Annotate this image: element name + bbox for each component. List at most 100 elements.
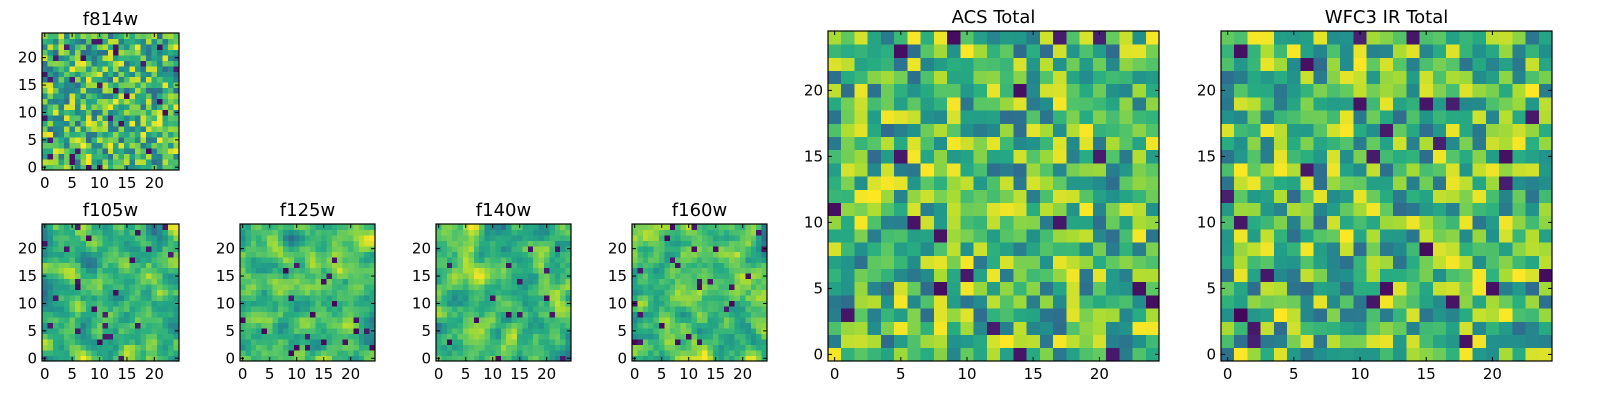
heatmap-cell: [506, 262, 512, 269]
heatmap-cell: [146, 120, 152, 127]
heatmap-cell: [1145, 57, 1160, 71]
heatmap-cell: [348, 256, 354, 263]
heatmap-cell: [707, 240, 714, 247]
heatmap-cell: [42, 71, 48, 78]
heatmap-cell: [686, 229, 692, 236]
heatmap-cell: [1287, 295, 1301, 309]
heatmap-cell: [1132, 70, 1147, 85]
heatmap-cell: [947, 321, 961, 335]
x-tick-label: 5: [1289, 365, 1299, 383]
heatmap-cell: [452, 328, 458, 334]
heatmap-cell: [490, 262, 496, 269]
heatmap-cell: [342, 256, 349, 263]
heatmap-cell: [353, 350, 360, 356]
heatmap-cell: [1039, 136, 1054, 151]
heatmap-cell: [1106, 189, 1120, 203]
heatmap-cell: [1353, 308, 1368, 322]
heatmap-cell: [1260, 123, 1275, 137]
heatmap-cell: [69, 311, 76, 318]
heatmap-cell: [750, 240, 757, 247]
heatmap-cell: [702, 273, 708, 280]
heatmap-cell: [162, 164, 169, 171]
heatmap-cell: [96, 267, 103, 274]
heatmap-cell: [129, 311, 136, 318]
heatmap-cell: [74, 71, 81, 78]
heatmap-cell: [642, 245, 649, 252]
heatmap-cell: [102, 137, 109, 143]
heatmap-cell: [74, 306, 81, 313]
heatmap-cell: [245, 306, 252, 313]
heatmap-cell: [441, 355, 448, 362]
heatmap-cell: [42, 142, 48, 149]
heatmap-cell: [522, 273, 529, 280]
heatmap-cell: [304, 333, 311, 340]
heatmap-cell: [1300, 70, 1315, 85]
heatmap-cell: [74, 278, 81, 285]
heatmap-cell: [1092, 255, 1107, 269]
heatmap-cell: [58, 295, 65, 302]
heatmap-cell: [1066, 268, 1080, 283]
heatmap-cell: [565, 267, 572, 274]
heatmap-cell: [1446, 202, 1460, 217]
heatmap-cell: [740, 300, 746, 307]
heatmap-cell: [113, 295, 120, 302]
heatmap-cell: [288, 278, 295, 285]
axes-frame: [1220, 30, 1553, 362]
heatmap-cell: [52, 322, 59, 329]
heatmap-cell: [659, 295, 665, 302]
heatmap-cell: [47, 49, 54, 56]
heatmap-cell: [168, 126, 174, 133]
heatmap-cell: [841, 242, 855, 256]
heatmap-cell: [1300, 163, 1315, 177]
heatmap-cell: [841, 321, 855, 335]
heatmap-cell: [659, 251, 665, 258]
heatmap-cell: [841, 215, 855, 230]
heatmap-cell: [664, 311, 671, 318]
heatmap-cell: [750, 322, 757, 329]
heatmap-cell: [511, 300, 518, 307]
heatmap-cell: [129, 153, 136, 160]
heatmap-cell: [107, 267, 114, 274]
heatmap-cell: [1026, 202, 1041, 217]
heatmap-cell: [74, 126, 81, 133]
heatmap-cell: [299, 251, 306, 258]
heatmap-cell: [256, 295, 262, 302]
heatmap-cell: [113, 355, 120, 362]
heatmap-cell: [1287, 57, 1301, 71]
heatmap-cell: [1079, 110, 1094, 124]
heatmap-cell: [1132, 347, 1147, 362]
heatmap-cell: [723, 350, 730, 356]
heatmap-cell: [907, 281, 922, 296]
heatmap-cell: [745, 262, 752, 269]
heatmap-cell: [129, 262, 136, 269]
heatmap-cell: [261, 317, 268, 324]
heatmap-cell: [463, 289, 469, 296]
heatmap-cell: [135, 229, 142, 236]
heatmap-cell: [63, 49, 70, 56]
heatmap-cell: [129, 87, 136, 94]
heatmap-cell: [468, 224, 475, 230]
heatmap-cell: [756, 262, 762, 269]
heatmap-cell: [168, 322, 174, 329]
heatmap-cell: [1525, 308, 1540, 322]
heatmap-cell: [102, 273, 109, 280]
heatmap-cell: [69, 87, 76, 94]
heatmap-cell: [1000, 83, 1014, 98]
heatmap-cell: [495, 300, 502, 307]
heatmap-cell: [947, 189, 961, 203]
heatmap-cell: [1221, 215, 1235, 230]
heatmap-cell: [364, 295, 370, 302]
heatmap-cell: [162, 49, 169, 56]
heatmap-cell: [1525, 44, 1540, 58]
heatmap-cell: [91, 306, 98, 313]
heatmap-cell: [80, 278, 87, 285]
heatmap-cell: [250, 245, 257, 252]
heatmap-cell: [1092, 268, 1107, 283]
heatmap-cell: [734, 317, 741, 324]
heatmap-cell: [1079, 83, 1094, 98]
heatmap-cell: [256, 240, 262, 247]
heatmap-cell: [151, 60, 158, 67]
heatmap-cell: [1340, 163, 1354, 177]
heatmap-cell: [740, 240, 746, 247]
heatmap-cell: [686, 344, 692, 351]
